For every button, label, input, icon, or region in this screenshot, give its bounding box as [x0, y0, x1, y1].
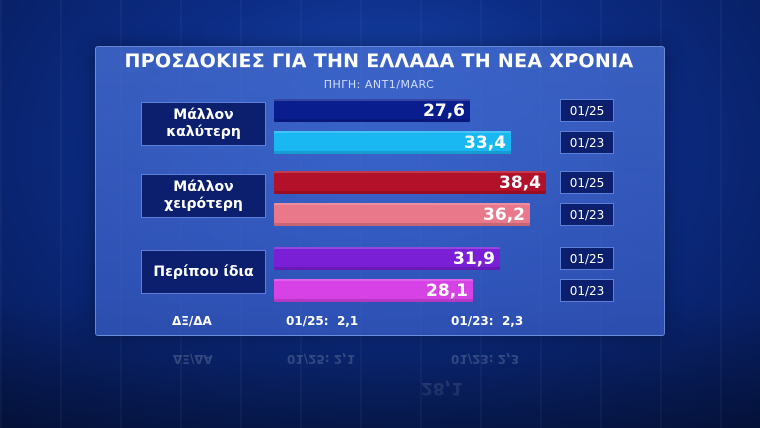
footer-period-2: 01/23:	[451, 314, 494, 328]
bar-1-01-25: 27,6	[274, 99, 470, 122]
period-label-2-2: 01/23	[560, 203, 614, 226]
bar-1-01-23: 33,4	[274, 131, 511, 154]
bar-3-01-23: 28,1	[274, 279, 473, 302]
bar-2-01-25: 38,4	[274, 171, 546, 194]
period-label-2-1: 01/25	[560, 171, 614, 194]
period-label-3-2: 01/23	[560, 279, 614, 302]
chart-title: ΠΡΟΣΔΟΚΙΕΣ ΓΙΑ ΤΗΝ ΕΛΛΑΔΑ ΤΗ ΝΕΑ ΧΡΟΝΙΑ	[124, 50, 634, 72]
footer-period-1: 01/25:	[286, 314, 329, 328]
period-label-1-1: 01/25	[560, 99, 614, 122]
footer-label: ΔΞ/ΔΑ	[172, 314, 212, 328]
bar-value-label: 27,6	[423, 100, 465, 121]
footer-item-1: 01/25: 2,1	[286, 314, 358, 328]
category-label-3: Περίπου ίδια	[141, 250, 266, 294]
period-label-3-1: 01/25	[560, 247, 614, 270]
footer-item-2: 01/23: 2,3	[451, 314, 523, 328]
bar-value-label: 28,1	[426, 280, 468, 301]
bar-2-01-23: 36,2	[274, 203, 530, 226]
bar-value-label: 36,2	[483, 204, 525, 225]
chart-subtitle: ΠΗΓΗ: ANT1/MARC	[323, 78, 435, 91]
period-label-1-2: 01/23	[560, 131, 614, 154]
bar-3-01-25: 31,9	[274, 247, 500, 270]
category-label-2: Μάλλον χειρότερη	[141, 174, 266, 218]
category-label-1: Μάλλον καλύτερη	[141, 102, 266, 146]
bar-value-label: 31,9	[453, 248, 495, 269]
footer-value-1: 2,1	[336, 314, 359, 328]
footer-value-2: 2,3	[501, 314, 524, 328]
bar-value-label: 38,4	[499, 172, 541, 193]
bar-value-label: 33,4	[464, 132, 506, 153]
